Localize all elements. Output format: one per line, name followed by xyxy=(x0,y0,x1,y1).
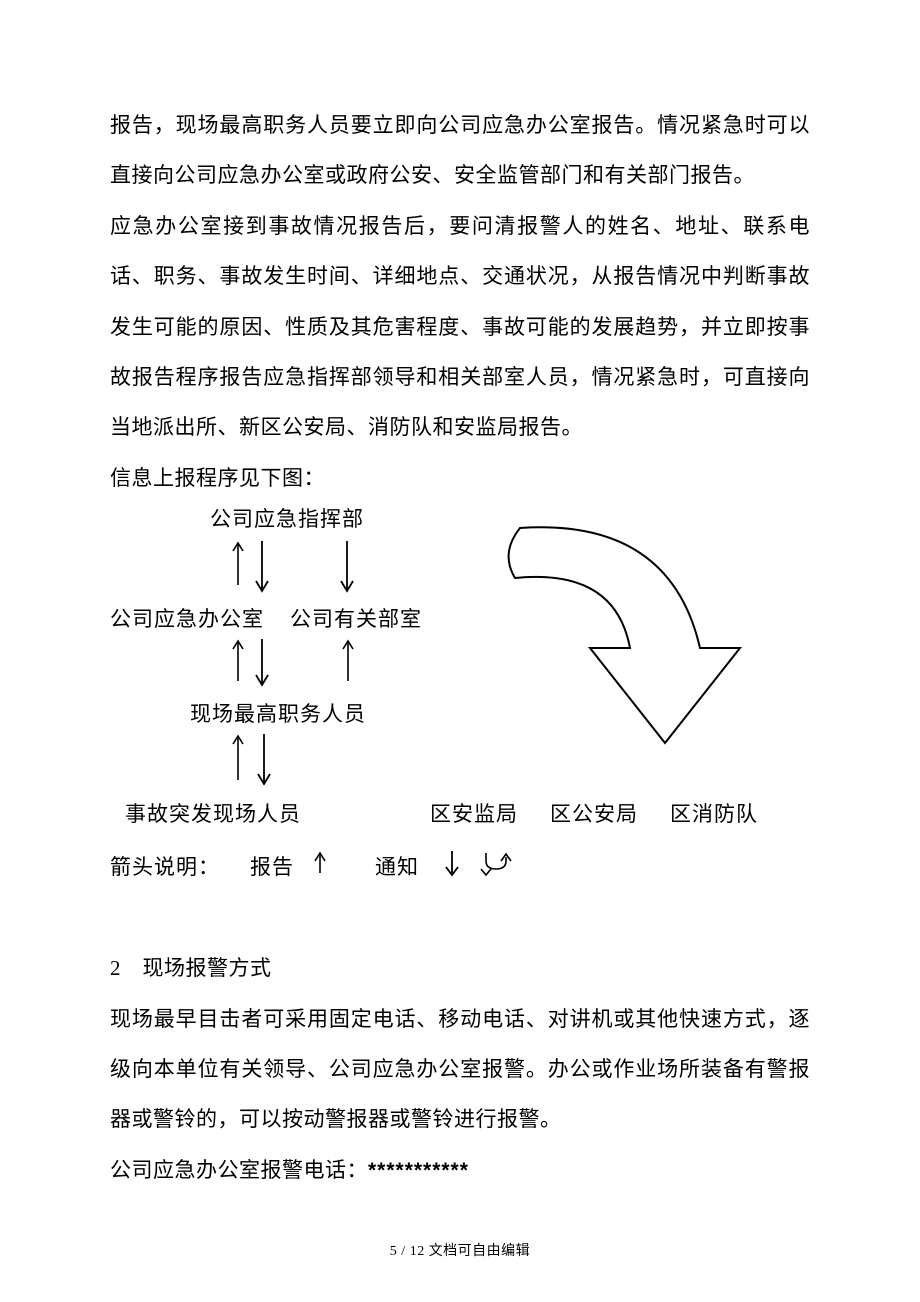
arrow-midleft-to-top xyxy=(228,535,248,595)
node-safety-bureau: 区安监局 xyxy=(430,798,518,828)
phone-label: 公司应急办公室报警电话： xyxy=(110,1158,368,1182)
legend-uturn-arrow-icon xyxy=(476,847,516,885)
footer-page-current: 5 xyxy=(390,1244,398,1259)
legend-notify: 通知 xyxy=(375,851,419,881)
arrow-low-to-midright xyxy=(338,633,358,691)
node-fire-brigade: 区消防队 xyxy=(670,798,758,828)
arrow-bottom-to-low xyxy=(228,728,248,790)
footer-slash: / xyxy=(401,1244,409,1259)
legend-title: 箭头说明： xyxy=(110,851,220,881)
paragraph-phone: 公司应急办公室报警电话：*********** xyxy=(110,1145,810,1196)
node-related-dept: 公司有关部室 xyxy=(290,603,422,633)
phone-stars: *********** xyxy=(368,1159,469,1182)
node-site-leader: 现场最高职务人员 xyxy=(190,698,366,728)
flow-diagram: 公司应急指挥部 公司应急办公室 公司有关部室 现场最高职务人员 事故突发现场人员… xyxy=(110,503,810,943)
node-site-personnel: 事故突发现场人员 xyxy=(125,798,301,828)
node-police-bureau: 区公安局 xyxy=(550,798,638,828)
footer-page-total: 12 xyxy=(410,1244,425,1259)
curved-arrow xyxy=(490,498,790,778)
paragraph-5: 现场最早目击者可采用固定电话、移动电话、对讲机或其他快速方式，逐级向本单位有关领… xyxy=(110,994,810,1145)
document-page: 报告，现场最高职务人员要立即向公司应急办公室报告。情况紧急时可以直接向公司应急办… xyxy=(0,0,920,1302)
section-2-heading: 2 现场报警方式 xyxy=(110,943,810,993)
paragraph-2: 应急办公室接到事故情况报告后，要问清报警人的姓名、地址、联系电话、职务、事故发生… xyxy=(110,201,810,453)
node-company-hq: 公司应急指挥部 xyxy=(210,503,364,533)
arrow-low-to-bottom xyxy=(252,726,276,796)
arrow-low-to-midleft xyxy=(228,633,248,691)
page-footer: 5 / 12 文档可自由编辑 xyxy=(0,1240,920,1260)
arrow-top-to-midleft xyxy=(250,533,274,601)
legend-report: 报告 xyxy=(250,851,294,881)
legend-notify-arrow-icon xyxy=(440,847,464,881)
legend-report-arrow-icon xyxy=(310,849,330,879)
paragraph-3: 信息上报程序见下图： xyxy=(110,453,810,503)
arrow-midleft-to-low xyxy=(250,631,274,695)
node-emergency-office: 公司应急办公室 xyxy=(110,603,264,633)
footer-note: 文档可自由编辑 xyxy=(429,1244,531,1259)
arrow-top-to-midright xyxy=(335,533,359,601)
paragraph-1: 报告，现场最高职务人员要立即向公司应急办公室报告。情况紧急时可以直接向公司应急办… xyxy=(110,100,810,201)
